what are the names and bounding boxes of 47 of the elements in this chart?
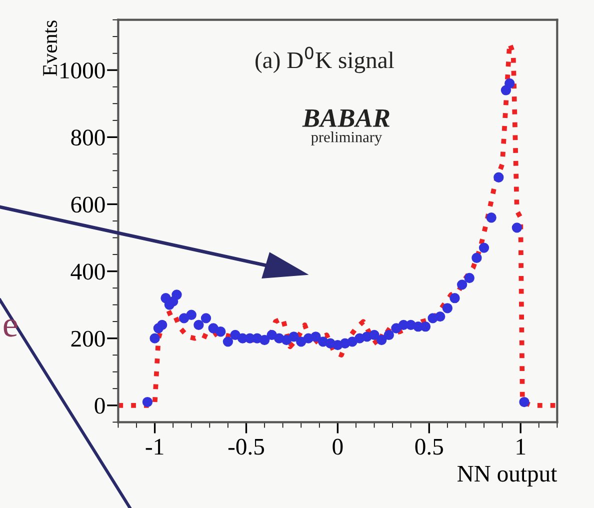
point — [281, 334, 292, 346]
point — [186, 310, 196, 320]
point — [142, 396, 153, 408]
x-tick-label: 1 — [516, 438, 526, 455]
annotation: BABAR — [302, 109, 390, 127]
x-tick-label: -1 — [146, 438, 164, 455]
point — [194, 320, 204, 330]
point — [435, 311, 446, 322]
point — [172, 290, 182, 300]
annotation: preliminary — [311, 132, 382, 146]
annotation: (a) D$^{0}$K signal — [256, 46, 394, 74]
point — [376, 334, 387, 346]
point — [442, 303, 453, 314]
point — [150, 333, 160, 344]
point — [512, 222, 522, 233]
point — [216, 326, 226, 337]
point — [222, 336, 234, 347]
point — [519, 396, 530, 408]
x-tick-label: -0.5 — [228, 438, 264, 455]
point — [494, 172, 504, 182]
y-tick-label: 800 — [71, 130, 105, 146]
point — [456, 280, 468, 290]
y-tick-label: 400 — [70, 264, 105, 280]
y-tick-label: 600 — [71, 196, 105, 213]
point — [472, 252, 482, 263]
point — [464, 272, 474, 284]
point — [478, 242, 490, 253]
y-tick-label: 1000 — [60, 62, 105, 79]
y-tick-label: 200 — [71, 330, 105, 347]
x-tick-label: 0.5 — [415, 438, 443, 455]
point — [384, 330, 394, 340]
point — [288, 332, 299, 342]
x-axis-title: NN output — [458, 466, 558, 486]
text: e — [4, 319, 18, 337]
point — [486, 212, 496, 223]
point — [157, 320, 168, 330]
x-tick-label: 0 — [332, 438, 343, 455]
point — [200, 313, 212, 324]
point — [178, 313, 190, 324]
point — [420, 322, 431, 332]
point — [369, 330, 380, 340]
point — [504, 78, 515, 89]
y-axis-title: Events — [43, 20, 58, 76]
point — [310, 332, 321, 342]
y-tick-label: 0 — [94, 398, 105, 414]
point — [450, 293, 460, 304]
point — [259, 334, 270, 346]
